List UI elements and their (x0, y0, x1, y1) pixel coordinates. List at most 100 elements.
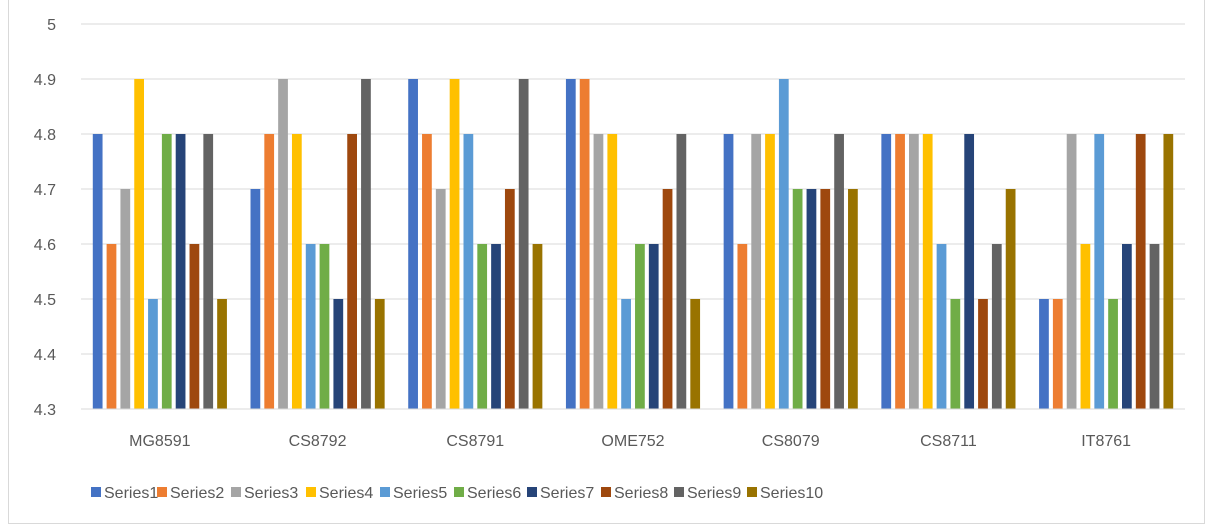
bar-series3-ome752 (593, 134, 604, 409)
bar-series2-cs8079 (737, 244, 748, 409)
bar-series1-cs8792 (250, 189, 261, 409)
legend-swatch-series2 (157, 487, 167, 497)
y-tick-label: 5 (47, 17, 56, 34)
x-tick-label: MG8591 (129, 433, 190, 450)
bar-series3-mg8591 (120, 189, 131, 409)
legend-label-series8: Series8 (614, 485, 668, 502)
bar-series10-mg8591 (217, 299, 227, 409)
bar-series2-cs8792 (264, 134, 275, 409)
legend-label-series10: Series10 (760, 485, 823, 502)
bar-series9-mg8591 (203, 134, 214, 409)
bar-series3-cs8711 (909, 134, 919, 409)
x-axis-tick-labels: MG8591 CS8792 CS8791 OME752 CS8079 CS8711 IT87… (129, 433, 1131, 450)
bar-series2-it8761 (1052, 299, 1063, 409)
bar-series7-cs8079 (806, 189, 817, 409)
bar-series4-it8761 (1080, 244, 1091, 409)
bar-series1-cs8791 (408, 79, 418, 409)
x-tick-label: CS8791 (446, 433, 504, 450)
y-tick-label: 4.9 (34, 72, 56, 89)
legend-swatch-series4 (306, 487, 316, 497)
x-tick-label: CS8711 (920, 433, 977, 450)
bar-series6-cs8792 (319, 244, 330, 409)
legend-swatch-series10 (747, 487, 757, 497)
bar-series3-it8761 (1066, 134, 1077, 409)
bar-series6-cs8711 (950, 299, 961, 409)
legend-label-series5: Series5 (393, 485, 447, 502)
bar-series7-it8761 (1121, 244, 1132, 409)
bar-series8-mg8591 (189, 244, 200, 409)
x-tick-label: OME752 (601, 433, 664, 450)
bar-series8-cs8792 (347, 134, 357, 409)
bar-series1-it8761 (1039, 299, 1049, 409)
bar-series9-cs8711 (991, 244, 1002, 409)
bar-series5-ome752 (621, 299, 631, 409)
legend-swatch-series5 (380, 487, 390, 497)
bar-series9-it8761 (1149, 244, 1160, 409)
gridlines (81, 23, 1185, 355)
bar-series5-cs8792 (305, 244, 316, 409)
legend-label-series3: Series3 (244, 485, 298, 502)
bar-series1-ome752 (565, 79, 576, 409)
bar-series7-cs8792 (333, 299, 344, 409)
x-tick-label: CS8792 (289, 433, 347, 450)
bar-series7-cs8711 (964, 134, 975, 409)
bar-series10-cs8711 (1005, 189, 1016, 409)
bar-series1-cs8711 (881, 134, 892, 409)
y-axis-tick-labels: 4.3 4.4 4.5 4.6 4.7 4.8 4.9 5 (34, 17, 56, 419)
legend-swatch-series1 (91, 487, 101, 497)
bar-series4-cs8791 (449, 79, 460, 409)
bar-series10-cs8792 (374, 299, 385, 409)
bar-series2-mg8591 (106, 244, 117, 409)
legend-label-series4: Series4 (319, 485, 373, 502)
legend-label-series1: Series1 (104, 485, 158, 502)
bar-series4-cs8711 (922, 134, 933, 409)
bar-series2-cs8791 (422, 134, 432, 409)
bar-series4-cs8792 (291, 134, 302, 409)
bar-series3-cs8792 (278, 79, 288, 409)
bar-series8-cs8079 (820, 189, 831, 409)
legend: Series1 Series2 Series3 Series4 Series5 Serie… (91, 485, 823, 502)
bar-series3-cs8791 (435, 189, 446, 409)
bar-series5-cs8079 (778, 79, 789, 409)
bar-series10-cs8791 (532, 244, 543, 409)
bar-series6-cs8791 (477, 244, 488, 409)
bar-series5-it8761 (1094, 134, 1105, 409)
bar-series9-ome752 (676, 134, 687, 409)
bar-series9-cs8079 (834, 134, 844, 409)
bar-series6-ome752 (635, 244, 645, 409)
bar-series9-cs8792 (361, 79, 371, 409)
bar-series1-mg8591 (92, 134, 103, 409)
bar-series9-cs8791 (518, 79, 529, 409)
bar-series4-ome752 (607, 134, 618, 409)
x-tick-label: IT8761 (1081, 433, 1131, 450)
bar-series6-mg8591 (161, 134, 172, 409)
bar-series8-it8761 (1135, 134, 1146, 409)
y-tick-label: 4.5 (34, 292, 56, 309)
y-tick-label: 4.8 (34, 127, 56, 144)
legend-label-series2: Series2 (170, 485, 224, 502)
legend-swatch-series3 (231, 487, 241, 497)
bar-series10-ome752 (690, 299, 701, 409)
bar-series5-cs8791 (463, 134, 474, 409)
bar-series4-mg8591 (134, 79, 145, 409)
legend-label-series7: Series7 (540, 485, 594, 502)
bar-series2-cs8711 (895, 134, 905, 409)
bar-series7-ome752 (648, 244, 659, 409)
legend-swatch-series9 (674, 487, 684, 497)
bar-series6-it8761 (1108, 299, 1118, 409)
bar-series2-ome752 (579, 79, 590, 409)
bar-series10-it8761 (1163, 134, 1174, 409)
bar-series7-cs8791 (491, 244, 501, 409)
bar-series1-cs8079 (723, 134, 734, 409)
bar-series5-cs8711 (936, 244, 947, 409)
bar-series8-cs8791 (504, 189, 515, 409)
bar-series8-ome752 (662, 189, 673, 409)
bar-series7-mg8591 (175, 134, 186, 409)
y-tick-label: 4.7 (34, 182, 56, 199)
bar-series10-cs8079 (848, 189, 858, 409)
bar-series6-cs8079 (792, 189, 803, 409)
bars (92, 79, 1174, 409)
y-tick-label: 4.4 (34, 347, 56, 364)
